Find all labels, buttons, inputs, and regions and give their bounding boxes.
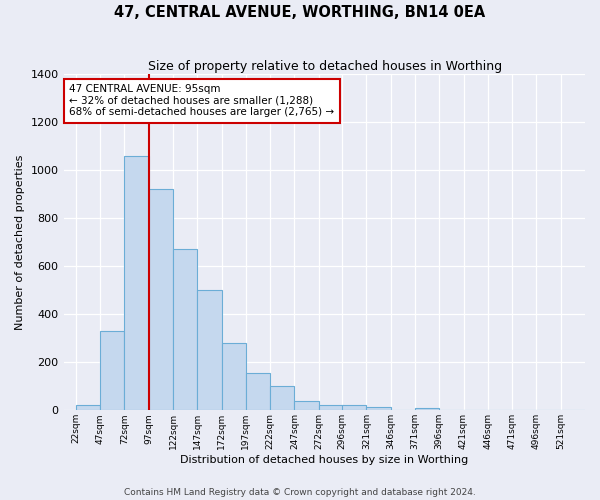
X-axis label: Distribution of detached houses by size in Worthing: Distribution of detached houses by size … bbox=[181, 455, 469, 465]
Bar bbox=[415, 408, 439, 410]
Bar bbox=[367, 406, 391, 410]
Bar bbox=[76, 406, 100, 410]
Bar bbox=[246, 373, 270, 410]
Bar bbox=[342, 406, 367, 410]
Bar bbox=[270, 386, 295, 410]
Bar bbox=[295, 400, 319, 410]
Bar bbox=[100, 331, 124, 410]
Bar bbox=[149, 190, 173, 410]
Text: 47 CENTRAL AVENUE: 95sqm
← 32% of detached houses are smaller (1,288)
68% of sem: 47 CENTRAL AVENUE: 95sqm ← 32% of detach… bbox=[70, 84, 335, 117]
Title: Size of property relative to detached houses in Worthing: Size of property relative to detached ho… bbox=[148, 60, 502, 73]
Text: 47, CENTRAL AVENUE, WORTHING, BN14 0EA: 47, CENTRAL AVENUE, WORTHING, BN14 0EA bbox=[115, 5, 485, 20]
Bar bbox=[197, 290, 221, 410]
Bar bbox=[124, 156, 149, 410]
Bar bbox=[221, 343, 246, 410]
Text: Contains HM Land Registry data © Crown copyright and database right 2024.: Contains HM Land Registry data © Crown c… bbox=[124, 488, 476, 497]
Y-axis label: Number of detached properties: Number of detached properties bbox=[15, 154, 25, 330]
Bar bbox=[319, 406, 343, 410]
Bar bbox=[173, 250, 197, 410]
